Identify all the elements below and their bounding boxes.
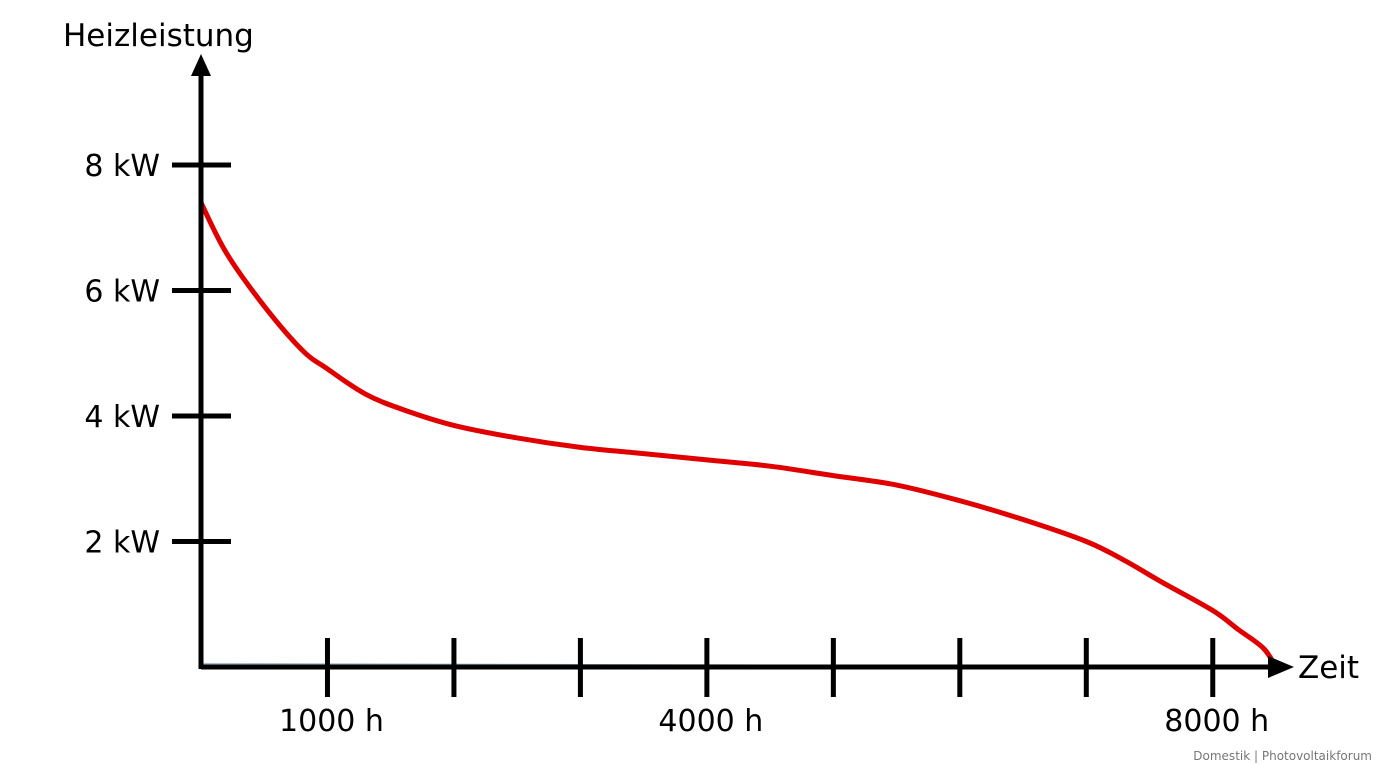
y-tick-label: 6 kW (84, 275, 160, 310)
x-axis-arrowhead (1268, 656, 1294, 678)
x-tick-label: 8000 h (1164, 704, 1269, 739)
series-line-1 (198, 200, 1279, 670)
y-axis-title: Heizleistung (63, 18, 254, 54)
y-tick-label: 2 kW (84, 526, 160, 561)
x-axis-title: Zeit (1298, 650, 1359, 686)
credit-label: Domestik | Photovoltaikforum (1193, 749, 1372, 763)
y-axis-arrowhead (191, 54, 211, 76)
series-layer (198, 200, 1279, 670)
y-tick-label: 8 kW (84, 149, 160, 184)
x-tick-label: 4000 h (658, 704, 763, 739)
tick-layer: 2 kW 4 kW 6 kW 8 kW 1000 h 4000 h 8000 h (84, 149, 1269, 739)
x-tick-label: 1000 h (279, 704, 384, 739)
y-tick-label: 4 kW (84, 400, 160, 435)
